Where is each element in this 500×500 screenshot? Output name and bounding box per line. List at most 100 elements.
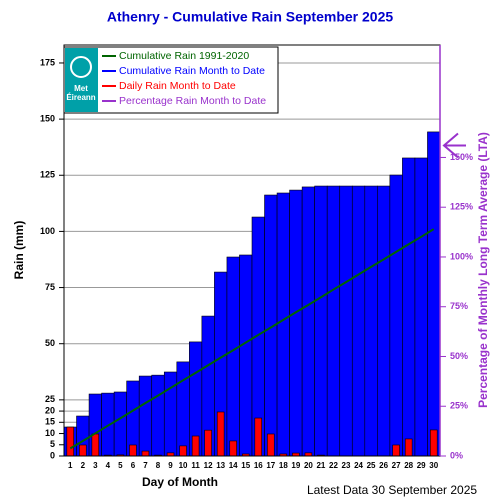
bar	[79, 444, 87, 457]
y-tick-label: 0	[50, 450, 55, 460]
x-tick-label: 22	[329, 461, 338, 470]
bar	[364, 185, 378, 457]
x-tick-label: 28	[404, 461, 413, 470]
x-tick-label: 9	[168, 461, 173, 470]
bar	[216, 411, 225, 457]
bar	[414, 157, 428, 457]
bar	[226, 256, 240, 457]
bar	[377, 185, 391, 457]
bar	[267, 433, 275, 457]
x-tick-label: 25	[367, 461, 376, 470]
bar	[176, 361, 190, 457]
x-tick-label: 5	[118, 461, 123, 470]
y-tick-label: 5	[50, 439, 55, 449]
footer: Latest Data 30 September 2025	[307, 483, 477, 497]
chart-title: Athenry - Cumulative Rain September 2025	[107, 9, 394, 25]
bar	[129, 444, 137, 457]
x-tick-label: 1	[68, 461, 73, 470]
y-tick-label: 100	[40, 226, 55, 236]
logo-text: Éireann	[66, 93, 95, 102]
y2-axis-label: Percentage of Monthly Long Term Average …	[476, 132, 490, 408]
bar	[351, 185, 366, 457]
bar	[276, 192, 290, 457]
x-tick-label: 26	[379, 461, 388, 470]
legend-box	[63, 46, 279, 114]
y2-tick-label: 75%	[450, 301, 468, 311]
legend-label: Percentage Rain Month to Date	[119, 95, 266, 107]
bar	[66, 426, 75, 457]
bar	[254, 417, 263, 457]
y2-tick-label: 50%	[450, 351, 468, 361]
x-tick-label: 15	[241, 461, 250, 470]
bar	[314, 185, 328, 457]
bar	[429, 429, 438, 457]
x-tick-label: 2	[81, 461, 86, 470]
legend-label: Cumulative Rain 1991-2020	[119, 50, 249, 62]
x-tick-label: 20	[304, 461, 313, 470]
bar	[326, 185, 341, 457]
y-axis-label: Rain (mm)	[12, 221, 26, 280]
bar	[141, 450, 150, 457]
y2-tick-label: 150%	[450, 152, 473, 162]
bar	[191, 435, 200, 457]
bar	[229, 440, 237, 457]
y-tick-label: 20	[45, 405, 55, 415]
x-tick-label: 27	[392, 461, 401, 470]
percentage-arrow	[442, 132, 466, 159]
logo-mark	[70, 56, 92, 78]
y2-tick-label: 0%	[450, 450, 463, 460]
x-tick-label: 18	[279, 461, 288, 470]
x-tick-label: 19	[291, 461, 300, 470]
x-tick-label: 14	[229, 461, 238, 470]
bar	[404, 438, 413, 457]
bar	[113, 391, 127, 457]
y-tick-label: 25	[45, 394, 55, 404]
x-tick-label: 17	[266, 461, 275, 470]
x-tick-label: 13	[216, 461, 225, 470]
x-tick-label: 12	[204, 461, 213, 470]
bar	[179, 445, 187, 457]
logo	[65, 48, 98, 112]
y2-tick-label: 25%	[450, 401, 468, 411]
x-tick-label: 6	[131, 461, 136, 470]
bar	[91, 433, 100, 457]
logo-text: Met	[74, 84, 88, 93]
x-tick-label: 7	[143, 461, 148, 470]
x-tick-label: 4	[106, 461, 111, 470]
line	[69, 228, 435, 450]
bar	[392, 444, 400, 457]
bar	[339, 185, 353, 457]
bar	[138, 375, 153, 457]
x-tick-label: 3	[93, 461, 98, 470]
bar	[151, 374, 165, 457]
bar	[389, 174, 403, 457]
x-tick-label: 16	[254, 461, 263, 470]
bar	[301, 186, 315, 457]
y-tick-label: 15	[45, 417, 55, 427]
x-tick-label: 29	[417, 461, 426, 470]
bar	[402, 157, 416, 457]
bar	[427, 131, 441, 457]
x-tick-label: 24	[354, 461, 363, 470]
y-tick-label: 10	[45, 428, 55, 438]
x-tick-label: 21	[316, 461, 325, 470]
x-tick-label: 11	[191, 461, 200, 470]
bar	[239, 254, 253, 457]
y2-tick-label: 125%	[450, 202, 473, 212]
y-tick-label: 125	[40, 170, 55, 180]
legend-label: Cumulative Rain Month to Date	[119, 65, 265, 77]
y-tick-label: 175	[40, 57, 55, 67]
y-tick-label: 50	[45, 338, 55, 348]
bar	[204, 429, 212, 457]
x-tick-label: 23	[342, 461, 351, 470]
x-tick-label: 8	[156, 461, 161, 470]
bar	[289, 189, 303, 457]
y-tick-label: 75	[45, 282, 55, 292]
y-tick-label: 150	[40, 113, 55, 123]
x-tick-label: 10	[179, 461, 188, 470]
legend-label: Daily Rain Month to Date	[119, 80, 236, 92]
x-axis-label: Day of Month	[142, 475, 218, 489]
y2-tick-label: 100%	[450, 251, 473, 261]
x-tick-label: 30	[429, 461, 438, 470]
